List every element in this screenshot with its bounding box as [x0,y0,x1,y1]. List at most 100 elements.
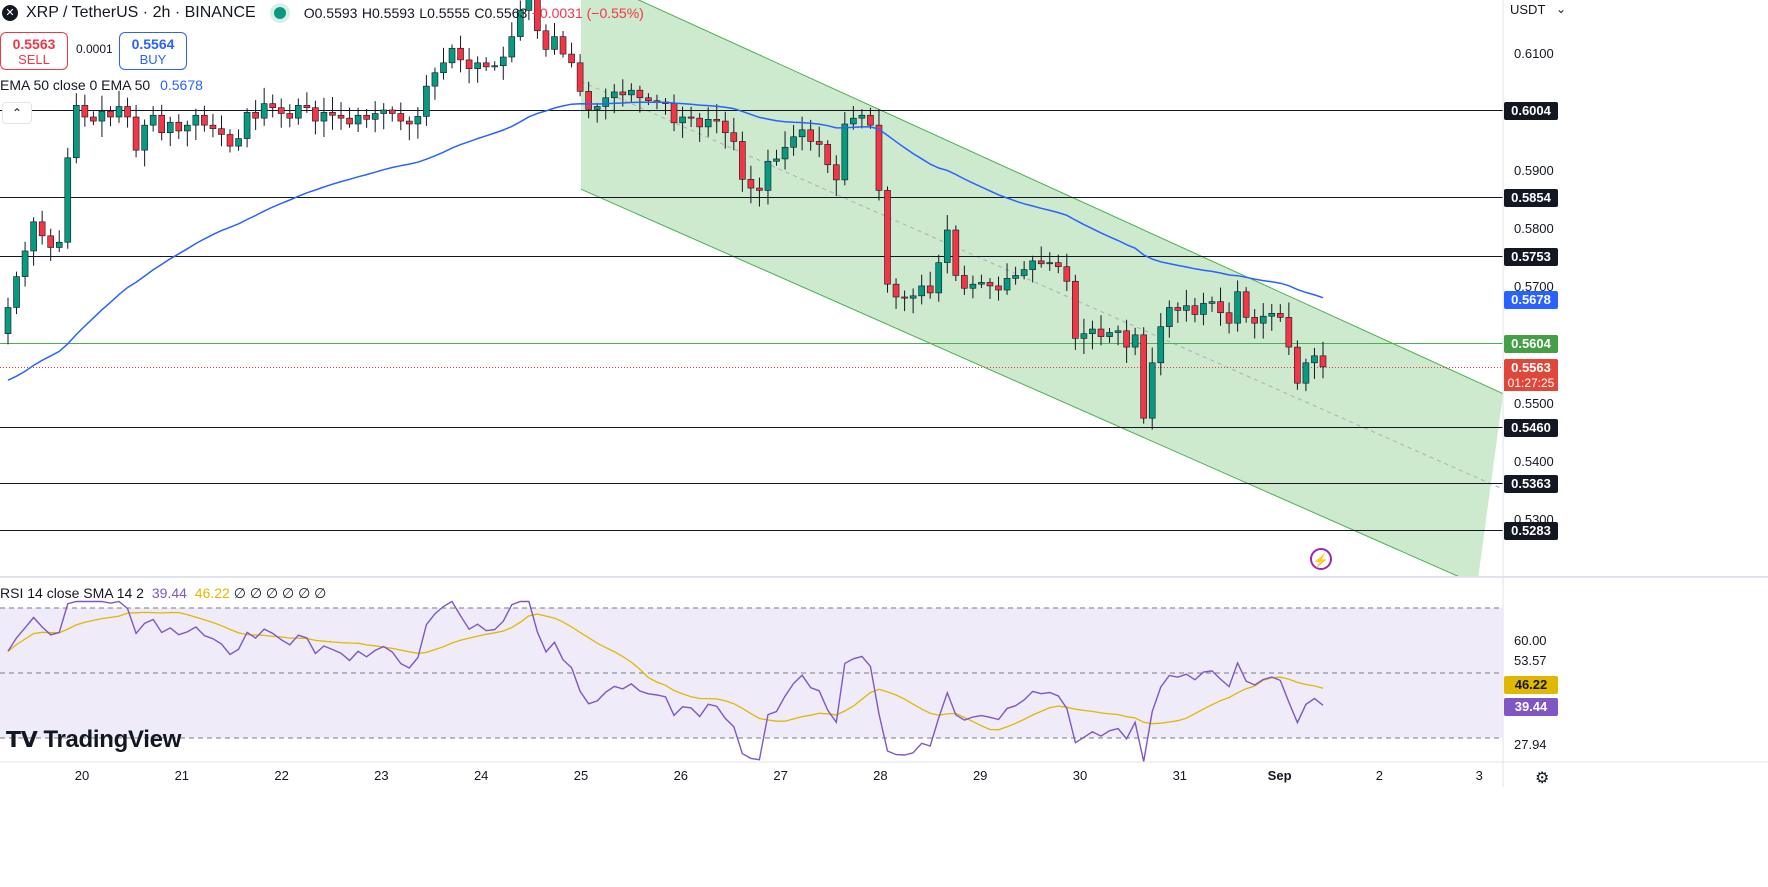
candle-body[interactable] [721,120,729,134]
candle-body[interactable] [909,295,917,299]
candle-body[interactable] [465,59,473,69]
candle-body[interactable] [943,229,951,263]
candle-body[interactable] [517,10,524,37]
candle-body[interactable] [166,121,174,134]
candle-body[interactable] [1020,269,1028,276]
candle-body[interactable] [303,105,311,108]
rsi-sma-line[interactable] [7,611,1324,731]
candle-body[interactable] [1294,346,1301,384]
candle-body[interactable] [961,275,968,289]
candle-body[interactable] [892,283,900,298]
ema-50-line[interactable] [7,101,1324,381]
candle-body[interactable] [850,117,857,125]
candle-body[interactable] [1285,317,1293,348]
candle-body[interactable] [1097,328,1105,337]
candle-body[interactable] [875,124,883,191]
candle-body[interactable] [1208,301,1216,304]
candle-body[interactable] [4,307,12,334]
candle-body[interactable] [499,56,507,67]
candle-body[interactable] [158,114,166,134]
candle-body[interactable] [858,114,866,119]
candle-body[interactable] [354,114,362,125]
candle-body[interactable] [1089,328,1096,334]
candle-body[interactable] [704,119,712,128]
tradingview-logo[interactable]: 𝗧𝗩 TradingView [6,726,181,754]
candle-body[interactable] [277,107,285,114]
candle-body[interactable] [1148,362,1156,419]
level-price-tag[interactable]: 0.5283 [1504,521,1558,540]
candle-body[interactable] [884,190,891,285]
candle-body[interactable] [1140,334,1147,419]
candle-body[interactable] [739,141,746,180]
rsi-line[interactable] [7,600,1324,762]
candle-body[interactable] [619,91,627,96]
candle-body[interactable] [995,285,1002,291]
candle-body[interactable] [363,114,370,120]
candle-body[interactable] [260,103,268,119]
level-price-tag[interactable]: 0.5363 [1504,474,1558,493]
level-price-tag[interactable]: 0.5604 [1504,334,1558,353]
flash-icon[interactable]: ⚡ [1310,548,1332,570]
candle-body[interactable] [132,116,140,151]
candle-body[interactable] [13,276,20,308]
candle-body[interactable] [568,53,575,64]
candle-body[interactable] [286,113,294,119]
candle-body[interactable] [243,112,251,139]
candle-body[interactable] [397,113,405,122]
candle-body[interactable] [1259,315,1267,324]
candle-body[interactable] [952,229,960,276]
candle-body[interactable] [918,285,925,297]
candle-body[interactable] [602,97,610,107]
candle-body[interactable] [55,241,63,248]
candle-body[interactable] [431,72,439,87]
candle-body[interactable] [773,158,780,162]
candle-body[interactable] [1183,305,1190,311]
candle-body[interactable] [21,250,29,277]
buy-button[interactable]: 0.5564 BUY [119,32,187,70]
candle-body[interactable] [969,283,977,289]
candle-body[interactable] [209,124,217,129]
candle-body[interactable] [90,116,97,122]
candle-body[interactable] [73,105,80,159]
candle-body[interactable] [841,123,849,181]
candle-body[interactable] [559,36,567,55]
candle-body[interactable] [457,47,464,61]
candle-body[interactable] [1046,262,1054,265]
candle-body[interactable] [184,124,191,132]
candle-body[interactable] [713,119,721,122]
candle-body[interactable] [474,62,481,69]
candle-body[interactable] [30,221,37,252]
candle-body[interactable] [1242,291,1250,318]
candle-body[interactable] [380,109,388,114]
candle-body[interactable] [901,296,908,299]
candle-body[interactable] [696,117,703,128]
candle-body[interactable] [312,107,319,122]
candle-body[interactable] [508,36,516,58]
candle-body[interactable] [1319,355,1327,368]
candle-body[interactable] [141,124,148,151]
candle-body[interactable] [337,114,345,119]
candle-body[interactable] [1234,291,1241,324]
gear-icon[interactable]: ⚙ [1535,770,1550,787]
candle-body[interactable] [867,114,874,126]
candle-body[interactable] [1311,355,1318,364]
candle-body[interactable] [423,85,430,117]
candle-body[interactable] [440,62,447,74]
collapse-legend-icon[interactable]: ⌃ [2,102,32,124]
channel-lower-line[interactable] [580,188,1477,585]
ema-legend[interactable]: EMA 50 close 0 EMA 50 0.5678 [0,77,203,93]
candle-body[interactable] [1217,301,1224,314]
candle-body[interactable] [790,136,797,148]
candle-body[interactable] [406,120,413,125]
candle-body[interactable] [371,113,379,120]
candle-body[interactable] [542,30,550,50]
chevron-down-icon[interactable]: ⌄ [1556,2,1567,16]
candle-body[interactable] [926,285,934,294]
candle-body[interactable] [730,132,738,142]
close-icon[interactable]: ✕ [2,5,18,21]
candle-body[interactable] [38,221,46,237]
sell-button[interactable]: 0.5563 SELL [0,32,68,70]
candle-body[interactable] [175,121,183,132]
candle-body[interactable] [1191,305,1199,315]
